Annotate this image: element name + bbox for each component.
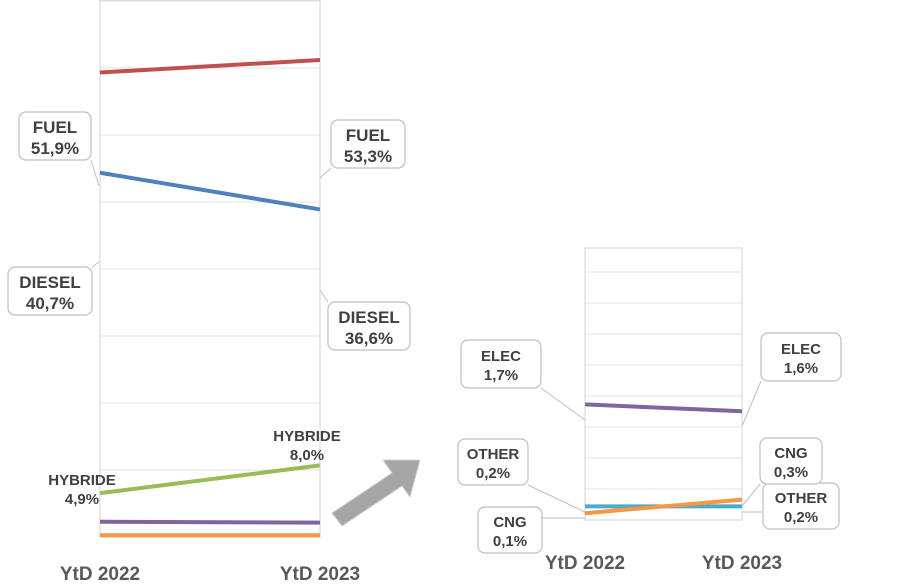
data-label-value: 1,7% [484, 367, 518, 384]
x-tick-label: YtD 2022 [60, 564, 140, 585]
zoom-chart: YtD 2022 YtD 2023 ELEC 1,7% ELEC 1,6% OTHER 0,2… [457, 247, 842, 574]
data-label-value: 8,0% [290, 447, 324, 464]
data-label-series-name: CNG [493, 514, 526, 531]
data-label-series-name: FUEL [346, 126, 390, 145]
data-label-value: 51,9% [31, 139, 79, 158]
data-label-value: 40,7% [26, 294, 74, 313]
plot-frame [584, 247, 743, 521]
zoom-arrow-icon [331, 459, 421, 527]
data-label-series-name: DIESEL [19, 273, 80, 292]
data-label-cng: CNG 0,1% [477, 506, 585, 554]
data-label-series-name: ELEC [481, 348, 521, 365]
series-line-diesel [99, 170, 321, 212]
data-label-value: 53,3% [344, 147, 392, 166]
data-label-value: 0,3% [774, 464, 808, 481]
main-chart: YtD 2022 YtD 2023 FUEL 51,9% FUEL 53,3% DIESEL… [7, 0, 411, 585]
data-label-series-name: DIESEL [338, 308, 399, 327]
data-label-other: OTHER 0,2% [457, 438, 586, 513]
data-label-fuel: FUEL 53,3% [319, 119, 406, 179]
data-label-value: 4,9% [65, 491, 99, 508]
data-label-series-name: OTHER [467, 446, 520, 463]
x-tick-label: YtD 2023 [280, 564, 360, 585]
data-label-series-name: ELEC [781, 341, 821, 358]
data-label-series-name: OTHER [775, 490, 828, 507]
series-line-cng [584, 497, 743, 516]
data-label-series-name: HYBRIDE [273, 428, 341, 445]
data-label-value: 0,2% [476, 465, 510, 482]
series-line-hybride [99, 463, 321, 496]
data-label-series-name: CNG [774, 445, 807, 462]
data-label-other: OTHER 0,2% [742, 482, 840, 530]
data-label-elec: ELEC 1,6% [741, 332, 842, 427]
data-label-series-name: HYBRIDE [48, 472, 116, 489]
data-label-hybride: HYBRIDE 4,9% [48, 472, 116, 508]
data-label-value: 0,1% [493, 533, 527, 550]
data-label-diesel: DIESEL 40,7% [7, 261, 100, 316]
series-line-elec [584, 402, 743, 414]
series-line-series-4 [99, 519, 321, 525]
data-label-hybride: HYBRIDE 8,0% [273, 428, 341, 464]
x-tick-label: YtD 2023 [702, 553, 782, 574]
data-label-diesel: DIESEL 36,6% [319, 289, 411, 351]
data-label-cng: CNG 0,3% [741, 437, 823, 507]
data-label-series-name: FUEL [33, 118, 77, 137]
data-label-value: 1,6% [784, 360, 818, 377]
x-tick-label: YtD 2022 [545, 553, 625, 574]
data-label-fuel: FUEL 51,9% [18, 111, 100, 187]
data-label-value: 36,6% [345, 329, 393, 348]
series-line-fuel [99, 57, 321, 75]
data-label-elec: ELEC 1,7% [460, 339, 586, 421]
data-label-value: 0,2% [784, 509, 818, 526]
